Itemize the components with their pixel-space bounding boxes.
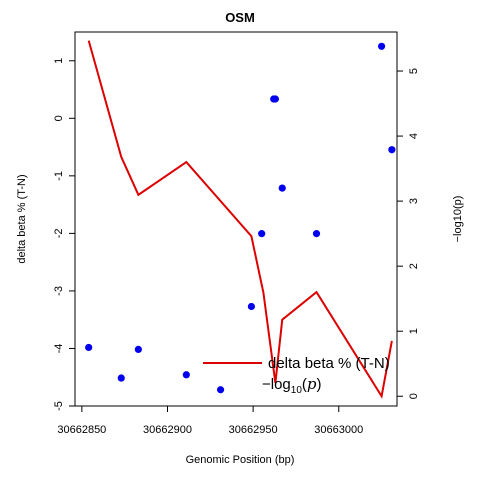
x-tick-label: 30662850 bbox=[57, 424, 106, 436]
x-tick-label: 30663000 bbox=[314, 424, 363, 436]
y-left-tick-label: 0 bbox=[53, 115, 65, 121]
y-left-tick-label: -5 bbox=[53, 401, 65, 411]
delta-beta-series bbox=[87, 40, 393, 399]
pvalue-point bbox=[377, 42, 386, 50]
y-right-tick-label: 2 bbox=[408, 263, 420, 269]
x-tick-label: 30662950 bbox=[229, 424, 278, 436]
pvalue-point bbox=[117, 374, 125, 382]
legend: delta beta % (T-N) −log10(p) bbox=[203, 355, 390, 396]
x-axis: 30662850 30662900 30662950 30663000 bbox=[57, 406, 363, 436]
y-right-tick-label: 4 bbox=[408, 133, 420, 139]
right-axis: 0 1 2 3 4 5 bbox=[397, 68, 420, 399]
x-axis-label: Genomic Position (bp) bbox=[186, 454, 295, 466]
pvalue-point bbox=[312, 230, 321, 238]
pvalue-point bbox=[216, 386, 225, 394]
y-right-tick-label: 3 bbox=[408, 198, 420, 204]
y-left-tick-label: -3 bbox=[53, 286, 65, 296]
y-left-tick-label: -1 bbox=[53, 171, 65, 181]
pvalue-point bbox=[247, 302, 256, 311]
y-left-tick-label: -2 bbox=[53, 228, 65, 238]
y-right-tick-label: 0 bbox=[408, 393, 420, 399]
pvalue-point bbox=[278, 184, 286, 192]
left-axis: -5 -4 -3 -2 -1 0 1 bbox=[53, 58, 75, 411]
pvalue-point bbox=[182, 371, 190, 379]
plot-area bbox=[74, 31, 398, 407]
pvalue-point bbox=[388, 146, 396, 154]
y-left-tick-label: 1 bbox=[53, 58, 65, 64]
delta-beta-line bbox=[87, 40, 393, 399]
chart-title: OSM bbox=[225, 10, 255, 25]
pvalue-point bbox=[85, 343, 93, 352]
pvalue-series bbox=[85, 42, 396, 394]
legend-label-delta-beta: delta beta % (T-N) bbox=[268, 355, 390, 372]
y-axis-right-label: −log10(p) bbox=[452, 196, 464, 243]
pvalue-point bbox=[258, 230, 266, 238]
y-right-tick-label: 1 bbox=[408, 328, 420, 334]
y-axis-left-label: delta beta % (T-N) bbox=[16, 174, 28, 263]
legend-label-log-p: −log10(p) bbox=[262, 375, 322, 396]
pvalue-point bbox=[271, 95, 279, 103]
y-right-tick-label: 5 bbox=[408, 68, 420, 74]
x-tick-label: 30662900 bbox=[143, 424, 192, 436]
y-left-tick-label: -4 bbox=[53, 344, 65, 354]
pvalue-point bbox=[134, 345, 142, 354]
